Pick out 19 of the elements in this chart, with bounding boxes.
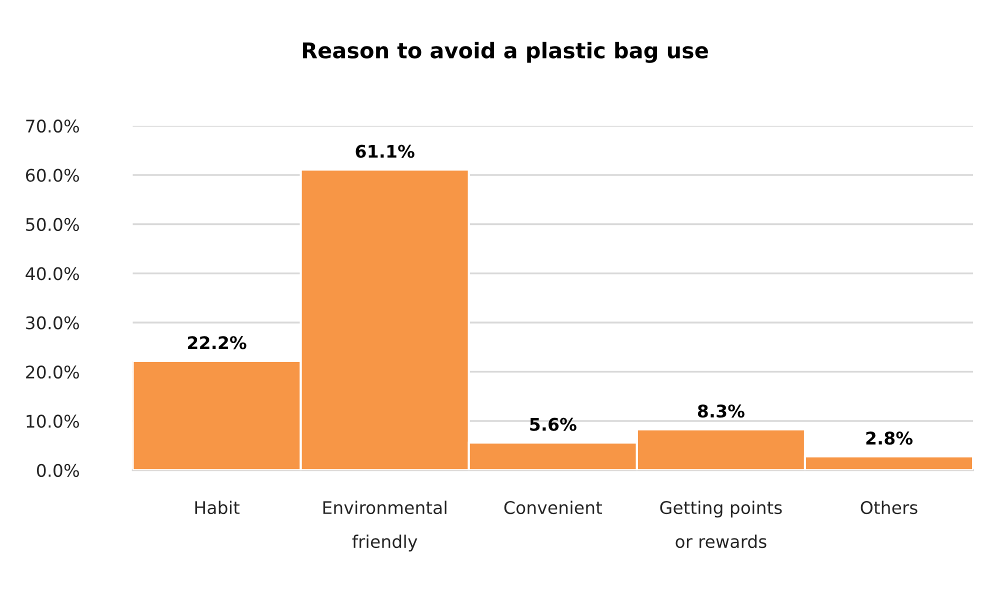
data-label: 5.6% [530,418,576,431]
data-label: 22.2% [188,336,246,350]
chart-title: Reason to avoid a plastic bag use [302,42,708,63]
y-tick-label: 20.0% [26,365,79,379]
x-tick-label: Environmental friendly [323,500,446,552]
data-label: 61.1% [356,144,414,158]
data-label: 8.3% [698,404,744,418]
x-tick-label: Convenient [504,500,602,514]
y-tick-label: 40.0% [26,267,79,280]
x-tick-label: Getting points or rewards [660,500,782,548]
y-tick-label: 30.0% [26,316,79,330]
y-tick-label: 50.0% [26,218,79,232]
x-tick-label: Others [860,500,918,514]
y-tick-label: 70.0% [26,120,79,133]
data-label: 2.8% [866,432,913,445]
x-tick-label: Habit [195,500,240,514]
y-tick-label: 10.0% [26,414,79,428]
y-tick-label: 0.0% [36,464,79,478]
y-tick-label: 60.0% [26,168,79,182]
